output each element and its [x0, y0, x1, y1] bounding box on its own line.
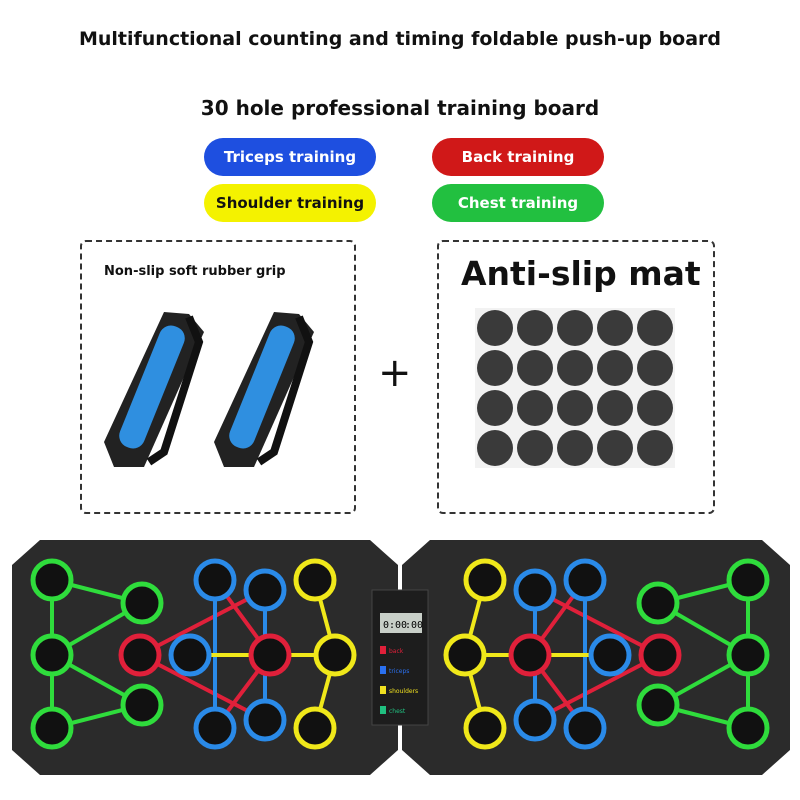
mat-panel: Anti-slip mat [437, 240, 715, 514]
board-line [139, 588, 266, 657]
mat-pad [597, 350, 633, 386]
tag-triceps: Triceps training [204, 138, 376, 176]
tag-shoulder: Shoulder training [204, 184, 376, 222]
grip-hole [508, 633, 552, 677]
grip-hole [513, 568, 557, 612]
mat-grid [475, 308, 675, 468]
mat-pad [557, 350, 593, 386]
page-title: Multifunctional counting and timing fold… [78, 28, 722, 50]
mat-pad [637, 430, 673, 466]
grip-hole [636, 581, 680, 625]
legend-swatch [380, 686, 386, 694]
grip-hole [563, 706, 607, 750]
mat-pad [637, 390, 673, 426]
board-line [534, 653, 661, 722]
push-up-handles-image [104, 302, 344, 492]
grip-hole [588, 633, 632, 677]
tag-chest: Chest training [432, 184, 604, 222]
mat-pad [597, 310, 633, 346]
legend-label: triceps [389, 668, 409, 675]
counter-seconds: :00 [405, 620, 423, 631]
mat-pad [557, 430, 593, 466]
mat-pad [517, 430, 553, 466]
legend-swatch [380, 666, 386, 674]
legend-label: chest [389, 708, 406, 715]
mat-pad [477, 350, 513, 386]
grip-hole [636, 683, 680, 727]
mat-pad [517, 390, 553, 426]
grip-hole [193, 706, 237, 750]
mat-pad [557, 310, 593, 346]
grip-hole [293, 706, 337, 750]
mat-pad [557, 390, 593, 426]
grip-hole [726, 706, 770, 750]
board-line [534, 588, 661, 657]
grip-hole [726, 558, 770, 602]
grip-hole [313, 633, 357, 677]
counter-time: 0:00 [383, 620, 407, 631]
plus-sign: + [378, 350, 412, 396]
grip-hole [513, 698, 557, 742]
grip-hole [248, 633, 292, 677]
mat-pad [477, 310, 513, 346]
mat-pad [597, 430, 633, 466]
mat-pad [637, 310, 673, 346]
mat-pad [477, 390, 513, 426]
legend-swatch [380, 706, 386, 714]
grip-hole [120, 683, 164, 727]
legend-label: shoulders [389, 688, 418, 695]
grip-label: Non-slip soft rubber grip [104, 264, 286, 279]
page-subtitle: 30 hole professional training board [200, 96, 600, 120]
counter[interactable]: 0:00 :00 back triceps shoulders chest [371, 589, 429, 726]
grip-hole [293, 558, 337, 602]
grip-hole [120, 581, 164, 625]
mat-pad [597, 390, 633, 426]
push-up-board: 0:00 :00 back triceps shoulders chest [12, 540, 790, 775]
legend-label: back [389, 648, 404, 655]
mat-label: Anti-slip mat [461, 254, 701, 293]
mat-pad [517, 310, 553, 346]
board-line [139, 653, 266, 722]
grip-hole [30, 706, 74, 750]
mat-pad [637, 350, 673, 386]
grip-hole [463, 558, 507, 602]
legend-swatch [380, 646, 386, 654]
grip-hole [638, 633, 682, 677]
grip-hole [30, 633, 74, 677]
grip-hole [193, 558, 237, 602]
mat-pad [517, 350, 553, 386]
grip-panel: Non-slip soft rubber grip [80, 240, 356, 514]
grip-hole [168, 633, 212, 677]
grip-hole [243, 568, 287, 612]
tag-back: Back training [432, 138, 604, 176]
mat-pad [477, 430, 513, 466]
grip-hole [243, 698, 287, 742]
grip-hole [463, 706, 507, 750]
grip-hole [563, 558, 607, 602]
grip-hole [726, 633, 770, 677]
grip-hole [30, 558, 74, 602]
grip-hole [118, 633, 162, 677]
grip-hole [443, 633, 487, 677]
